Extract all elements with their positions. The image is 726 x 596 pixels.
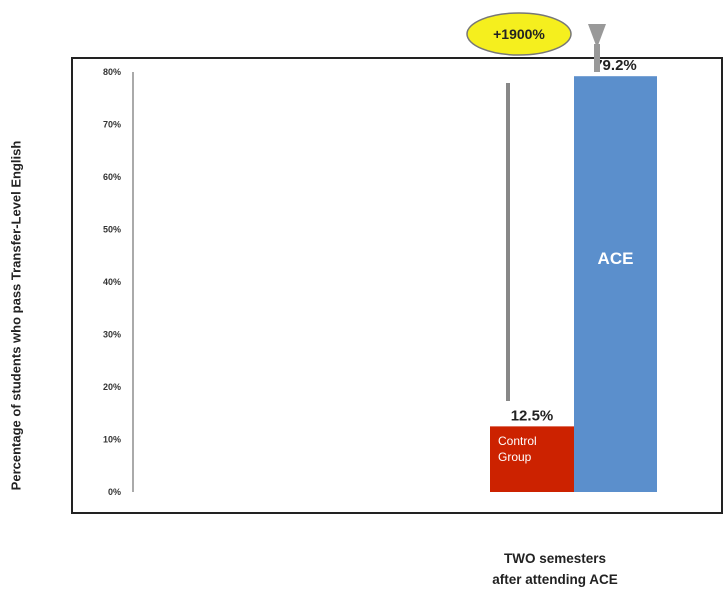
y-tick-label: 70% <box>103 120 121 130</box>
y-axis-title: Percentage of students who pass Transfer… <box>8 140 24 490</box>
y-tick-label: 50% <box>103 225 121 235</box>
data-label: 79.2% <box>594 57 637 74</box>
y-tick-label: 20% <box>103 382 121 392</box>
y-tick-label: 0% <box>108 487 121 497</box>
annotation-ellipse <box>466 12 572 56</box>
x-axis-title-line-1: TWO semesters <box>503 551 607 566</box>
bar-inner-label: Control <box>498 434 537 448</box>
bar-ace <box>574 76 657 492</box>
y-tick-label: 60% <box>103 172 121 182</box>
y-tick-label: 30% <box>103 330 121 340</box>
x-axis-title-line-2: after attending ACE <box>492 572 618 587</box>
y-tick-label: 10% <box>103 435 121 445</box>
annotation-label: +1900% <box>493 26 545 42</box>
bar-inner-label: Group <box>498 450 532 464</box>
bar-control-group <box>490 426 574 492</box>
comparison-line <box>506 83 510 401</box>
callout-pointer-stem <box>594 44 600 72</box>
y-tick-label: 40% <box>103 277 121 287</box>
y-tick-label: 80% <box>103 67 121 77</box>
data-label: 12.5% <box>511 407 554 424</box>
x-axis-title: TWO semesters after attending ACE <box>440 548 670 590</box>
y-axis-title-container: Percentage of students who pass Transfer… <box>4 80 28 550</box>
bar-inner-label: ACE <box>598 249 634 268</box>
callout-pointer <box>588 24 606 48</box>
